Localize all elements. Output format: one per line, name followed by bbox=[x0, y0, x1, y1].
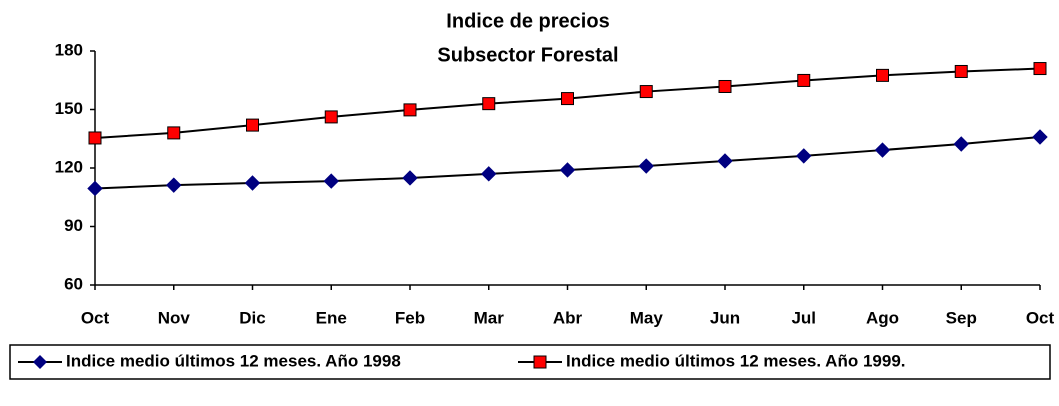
x-tick-label: Nov bbox=[158, 308, 191, 327]
point bbox=[88, 131, 102, 145]
y-tick-label: 90 bbox=[64, 216, 83, 235]
x-tick-label: Oct bbox=[81, 308, 110, 327]
legend-marker bbox=[533, 355, 547, 369]
point bbox=[954, 64, 968, 78]
point bbox=[718, 79, 732, 93]
point bbox=[876, 68, 889, 82]
point bbox=[717, 153, 733, 169]
x-tick-label: Abr bbox=[553, 308, 583, 327]
x-tick-label: Sep bbox=[946, 308, 977, 327]
point bbox=[482, 97, 496, 111]
point bbox=[639, 85, 653, 99]
chart-title: Indice de precios bbox=[446, 10, 609, 32]
legend-label: Indice medio últimos 12 meses. Año 1998 bbox=[66, 351, 401, 370]
legend-label: Indice medio últimos 12 meses. Año 1999. bbox=[566, 351, 906, 370]
legend-marker bbox=[33, 355, 47, 369]
y-tick-label: 150 bbox=[55, 99, 83, 118]
y-tick-label: 120 bbox=[55, 157, 83, 176]
x-tick-label: May bbox=[630, 308, 664, 327]
point bbox=[1032, 129, 1048, 145]
point bbox=[874, 142, 891, 158]
point bbox=[167, 126, 181, 140]
point bbox=[403, 103, 417, 117]
point bbox=[1033, 62, 1047, 76]
point bbox=[324, 110, 338, 124]
point bbox=[244, 175, 261, 191]
x-tick-label: Jul bbox=[791, 308, 816, 327]
point bbox=[402, 170, 418, 186]
point bbox=[246, 118, 259, 132]
point bbox=[561, 92, 574, 106]
point bbox=[797, 73, 811, 87]
point bbox=[796, 148, 812, 164]
point bbox=[87, 180, 103, 197]
x-tick-label: Oct bbox=[1026, 308, 1055, 327]
point bbox=[166, 177, 182, 193]
y-tick-label: 60 bbox=[64, 274, 83, 293]
point bbox=[559, 162, 576, 178]
x-tick-label: Mar bbox=[474, 308, 505, 327]
x-tick-label: Dic bbox=[239, 308, 265, 327]
x-tick-label: Jun bbox=[710, 308, 740, 327]
point bbox=[953, 136, 969, 152]
x-tick-label: Ene bbox=[316, 308, 347, 327]
chart-title: Subsector Forestal bbox=[437, 44, 618, 66]
x-tick-label: Ago bbox=[866, 308, 899, 327]
point bbox=[481, 166, 497, 182]
point bbox=[323, 173, 339, 189]
point bbox=[638, 158, 654, 174]
legend-box bbox=[9, 344, 1051, 380]
x-tick-label: Feb bbox=[395, 308, 425, 327]
y-tick-label: 180 bbox=[55, 40, 83, 59]
